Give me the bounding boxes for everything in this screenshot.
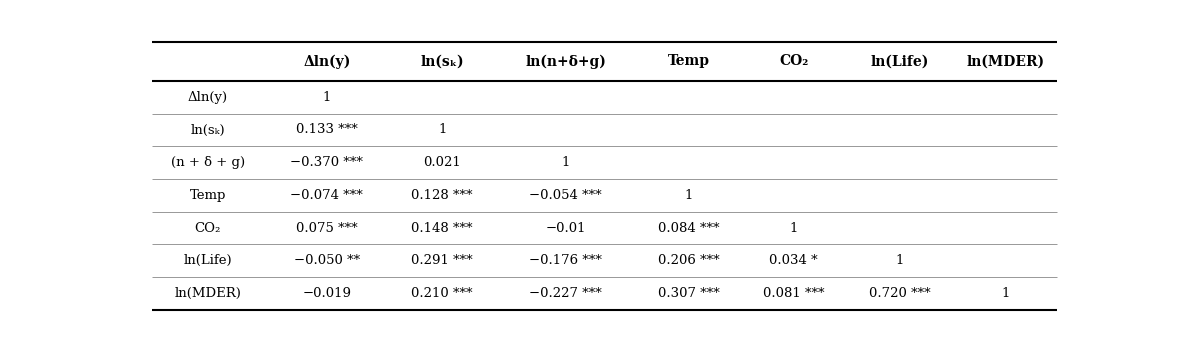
Text: −0.176 ***: −0.176 *** <box>530 254 601 267</box>
Text: 0.034 *: 0.034 * <box>770 254 818 267</box>
Text: 0.291 ***: 0.291 *** <box>412 254 473 267</box>
Text: 1: 1 <box>561 156 570 169</box>
Text: ln(sₖ): ln(sₖ) <box>420 54 464 68</box>
Text: 0.206 ***: 0.206 *** <box>658 254 720 267</box>
Text: Temp: Temp <box>189 189 226 202</box>
Text: 1: 1 <box>790 222 798 235</box>
Text: −0.074 ***: −0.074 *** <box>291 189 364 202</box>
Text: 0.075 ***: 0.075 *** <box>297 222 358 235</box>
Text: 0.307 ***: 0.307 *** <box>658 287 720 300</box>
Text: −0.370 ***: −0.370 *** <box>291 156 364 169</box>
Text: ln(MDER): ln(MDER) <box>174 287 241 300</box>
Text: 0.210 ***: 0.210 *** <box>412 287 473 300</box>
Text: −0.054 ***: −0.054 *** <box>530 189 601 202</box>
Text: 0.148 ***: 0.148 *** <box>412 222 473 235</box>
Text: (n + δ + g): (n + δ + g) <box>171 156 245 169</box>
Text: 1: 1 <box>685 189 693 202</box>
Text: 0.084 ***: 0.084 *** <box>658 222 719 235</box>
Text: 0.720 ***: 0.720 *** <box>869 287 930 300</box>
Text: CO₂: CO₂ <box>779 54 809 68</box>
Text: ln(Life): ln(Life) <box>184 254 232 267</box>
Text: 1: 1 <box>322 91 331 104</box>
Text: 1: 1 <box>896 254 904 267</box>
Text: CO₂: CO₂ <box>194 222 221 235</box>
Text: −0.019: −0.019 <box>302 287 352 300</box>
Text: −0.050 **: −0.050 ** <box>294 254 360 267</box>
Text: 0.021: 0.021 <box>424 156 461 169</box>
Text: 0.133 ***: 0.133 *** <box>295 124 358 136</box>
Text: ln(Life): ln(Life) <box>870 54 929 68</box>
Text: −0.01: −0.01 <box>545 222 586 235</box>
Text: 0.128 ***: 0.128 *** <box>412 189 473 202</box>
Text: 0.081 ***: 0.081 *** <box>763 287 824 300</box>
Text: ln(MDER): ln(MDER) <box>966 54 1044 68</box>
Text: ln(n+δ+g): ln(n+δ+g) <box>525 54 606 69</box>
Text: 1: 1 <box>1000 287 1010 300</box>
Text: 1: 1 <box>438 124 446 136</box>
Text: Δln(y): Δln(y) <box>187 91 228 104</box>
Text: −0.227 ***: −0.227 *** <box>530 287 601 300</box>
Text: ln(sₖ): ln(sₖ) <box>191 124 225 136</box>
Text: Temp: Temp <box>669 54 710 68</box>
Text: Δln(y): Δln(y) <box>304 54 351 69</box>
